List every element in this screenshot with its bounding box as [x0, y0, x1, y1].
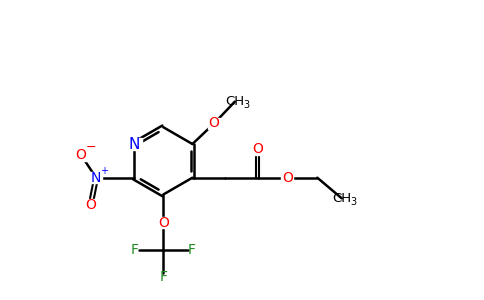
Bar	[90, 172, 102, 183]
Text: O: O	[282, 171, 293, 185]
Bar	[282, 172, 293, 183]
Text: N: N	[91, 171, 101, 185]
Bar	[252, 144, 264, 155]
Text: +: +	[100, 166, 108, 176]
Text: CH: CH	[225, 95, 244, 108]
Text: F: F	[188, 243, 196, 257]
Bar	[126, 138, 142, 150]
Text: O: O	[76, 148, 86, 162]
Text: O: O	[252, 142, 263, 157]
Text: CH: CH	[332, 192, 351, 205]
Text: O: O	[158, 216, 169, 230]
Text: 3: 3	[243, 100, 250, 110]
Bar	[157, 217, 169, 228]
Text: F: F	[131, 243, 139, 257]
Text: −: −	[86, 141, 96, 154]
Text: O: O	[85, 198, 96, 212]
Bar	[85, 200, 97, 210]
Text: F: F	[159, 270, 167, 284]
Text: 3: 3	[350, 197, 357, 207]
Text: N: N	[128, 136, 140, 152]
Bar	[208, 118, 220, 129]
Bar	[73, 149, 89, 161]
Text: O: O	[209, 116, 220, 130]
